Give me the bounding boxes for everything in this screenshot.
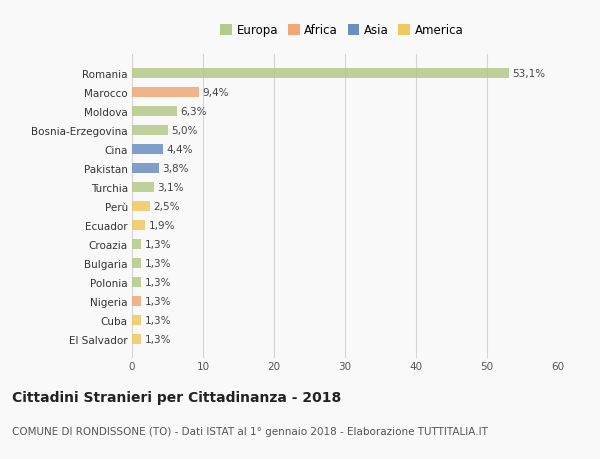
Bar xyxy=(132,88,199,98)
Bar xyxy=(132,334,141,344)
Text: 6,3%: 6,3% xyxy=(180,107,207,117)
Bar xyxy=(132,220,145,231)
Bar xyxy=(132,239,141,250)
Text: 3,8%: 3,8% xyxy=(163,164,189,174)
Text: 1,3%: 1,3% xyxy=(145,258,171,269)
Text: 1,3%: 1,3% xyxy=(145,334,171,344)
Bar xyxy=(132,315,141,325)
Bar xyxy=(132,163,159,174)
Text: 1,3%: 1,3% xyxy=(145,315,171,325)
Text: 1,9%: 1,9% xyxy=(149,220,176,230)
Bar xyxy=(132,126,167,136)
Legend: Europa, Africa, Asia, America: Europa, Africa, Asia, America xyxy=(215,20,469,42)
Text: 1,3%: 1,3% xyxy=(145,240,171,249)
Text: 53,1%: 53,1% xyxy=(512,69,545,79)
Text: 3,1%: 3,1% xyxy=(158,183,184,193)
Text: 2,5%: 2,5% xyxy=(154,202,180,212)
Text: 1,3%: 1,3% xyxy=(145,296,171,306)
Bar xyxy=(132,202,150,212)
Bar xyxy=(132,145,163,155)
Text: 9,4%: 9,4% xyxy=(202,88,229,98)
Text: COMUNE DI RONDISSONE (TO) - Dati ISTAT al 1° gennaio 2018 - Elaborazione TUTTITA: COMUNE DI RONDISSONE (TO) - Dati ISTAT a… xyxy=(12,426,488,436)
Text: 4,4%: 4,4% xyxy=(167,145,193,155)
Bar xyxy=(132,277,141,287)
Bar xyxy=(132,296,141,307)
Bar xyxy=(132,182,154,193)
Bar xyxy=(132,258,141,269)
Text: 1,3%: 1,3% xyxy=(145,277,171,287)
Text: 5,0%: 5,0% xyxy=(171,126,197,136)
Text: Cittadini Stranieri per Cittadinanza - 2018: Cittadini Stranieri per Cittadinanza - 2… xyxy=(12,390,341,404)
Bar xyxy=(132,106,177,117)
Bar xyxy=(132,69,509,79)
